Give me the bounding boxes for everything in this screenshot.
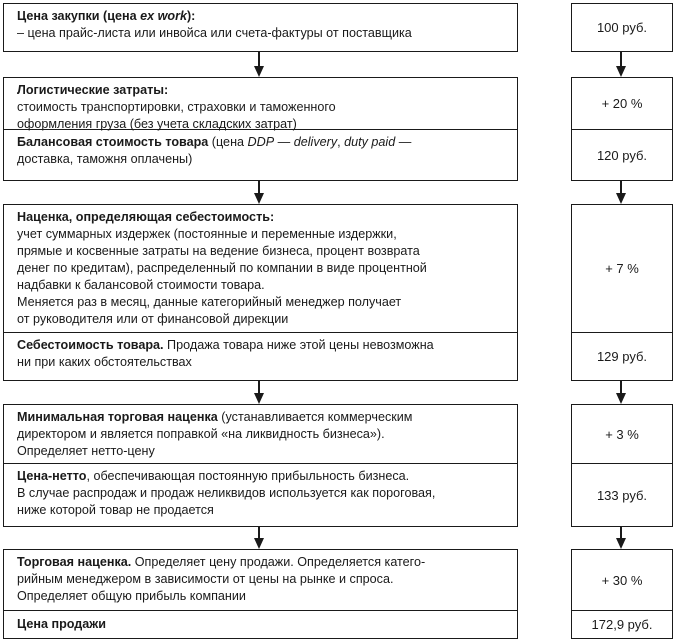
sale-price-title: Цена продажи — [17, 617, 106, 631]
prime-cost-cell: Себестоимость товара. Продажа товара ниж… — [4, 332, 517, 380]
desc-line: прямые и косвенные затраты на ведение би… — [17, 244, 420, 258]
value-text: + 7 % — [605, 261, 639, 276]
logistics-title: Логистические затраты: — [17, 83, 169, 97]
net-price-cell: Цена-нетто, обеспечивающая постоянную пр… — [4, 463, 517, 526]
desc-line: оформления груза (без учета складских за… — [17, 117, 297, 131]
logistics-cell: Логистические затраты: стоимость транспо… — [4, 78, 517, 131]
text: , обеспечивающая постоянную прибыльность… — [86, 469, 410, 483]
purchase-price-title: Цена закупки (цена ex work): — [17, 9, 195, 23]
value-min-markup: + 3 % 133 руб. — [571, 404, 673, 527]
desc-line: стоимость транспортировки, страховки и т… — [17, 100, 336, 114]
value-text: + 3 % — [605, 426, 639, 442]
title-text: Цена закупки (цена — [17, 9, 141, 23]
desc-line: денег по кредитам), распределенный по ко… — [17, 261, 427, 275]
text: (цена — [208, 135, 248, 149]
desc-line: доставка, таможня оплачены) — [17, 152, 193, 166]
value-trade-markup: + 30 % 172,9 руб. — [571, 549, 673, 639]
min-markup-title: Минимальная торговая наценка — [17, 410, 218, 424]
sale-price-cell: Цена продажи — [4, 610, 517, 638]
step-trade-markup: Торговая наценка. Определяет цену продаж… — [3, 549, 518, 639]
italic-text: duty paid — [344, 135, 396, 149]
purchase-price-cell: Цена закупки (цена ex work): – цена прай… — [4, 4, 517, 42]
desc-line: надбавки к балансовой стоимости товара. — [17, 278, 265, 292]
italic-text: delivery — [293, 135, 338, 149]
value-text: 129 руб. — [572, 332, 672, 380]
italic-text: DDP — [247, 135, 275, 149]
value-text: 100 руб. — [596, 20, 648, 35]
title-italic: ex work — [140, 9, 187, 23]
trade-markup-cell: Торговая наценка. Определяет цену продаж… — [4, 550, 517, 603]
min-markup-cell: Минимальная торговая наценка (устанавлив… — [4, 405, 517, 463]
title-end: ): — [186, 9, 196, 23]
balance-cost-cell: Балансовая стоимость товара (цена DDP — … — [4, 129, 517, 180]
desc-line: Определяет общую прибыль компании — [17, 589, 246, 603]
desc-line: рийным менеджером в зависимости от цены … — [17, 572, 394, 586]
step-cost-markup: Наценка, определяющая себестоимость: уче… — [3, 204, 518, 381]
desc-line: Определяет нетто-цену — [17, 444, 155, 458]
text: , — [337, 135, 345, 149]
value-text: + 30 % — [601, 572, 643, 588]
desc-line: ниже которой товар не продается — [17, 503, 214, 517]
balance-cost-title: Балансовая стоимость товара — [17, 135, 209, 149]
value-text: 172,9 руб. — [572, 610, 672, 638]
text: Продажа товара ниже этой цены невозможна — [163, 338, 434, 352]
value-text: + 20 % — [601, 96, 643, 111]
trade-markup-title: Торговая наценка. — [17, 555, 132, 569]
value-cost-markup: + 7 % 129 руб. — [571, 204, 673, 381]
value-purchase-price: 100 руб. — [571, 3, 673, 52]
cost-markup-cell: Наценка, определяющая себестоимость: уче… — [4, 205, 517, 332]
text: — — [274, 135, 294, 149]
text: Определяет цену продажи. Определяется ка… — [131, 555, 426, 569]
desc-line: от руководителя или от финансовой дирекц… — [17, 312, 289, 326]
step-min-markup: Минимальная торговая наценка (устанавлив… — [3, 404, 518, 527]
desc-line: директором и является поправкой «на ликв… — [17, 427, 385, 441]
value-logistics: + 20 % 120 руб. — [571, 77, 673, 181]
prime-cost-title: Себестоимость товара. — [17, 338, 164, 352]
step-logistics: Логистические затраты: стоимость транспо… — [3, 77, 518, 181]
value-text: 120 руб. — [572, 129, 672, 180]
net-price-title: Цена-нетто — [17, 469, 87, 483]
desc-line: – цена прайс-листа или инвойса или счета… — [17, 26, 412, 40]
text: — — [395, 135, 412, 149]
cost-markup-title: Наценка, определяющая себестоимость: — [17, 210, 275, 224]
value-text: 133 руб. — [572, 463, 672, 526]
desc-line: В случае распродаж и продаж неликвидов и… — [17, 486, 436, 500]
text: (устанавливается коммерческим — [217, 410, 413, 424]
desc-line: Меняется раз в месяц, данные категорийны… — [17, 295, 402, 309]
step-purchase-price: Цена закупки (цена ex work): – цена прай… — [3, 3, 518, 52]
desc-line: ни при каких обстоятельствах — [17, 355, 192, 369]
desc-line: учет суммарных издержек (постоянные и пе… — [17, 227, 397, 241]
